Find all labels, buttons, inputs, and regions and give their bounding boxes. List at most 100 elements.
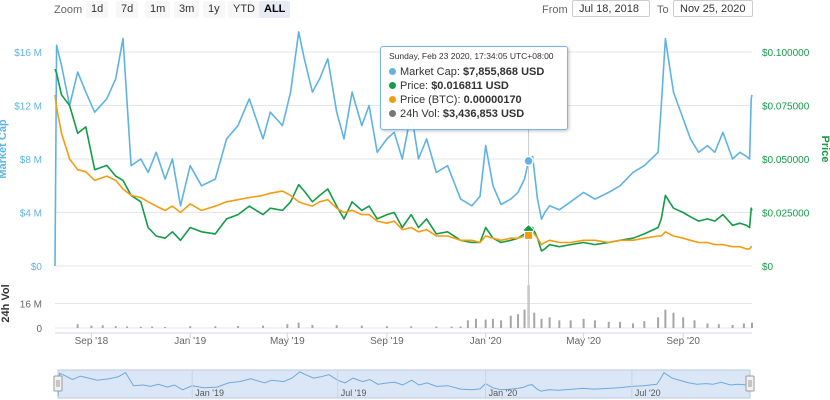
left-tick-label: $12 M: [14, 102, 42, 113]
market-cap-dot-icon: [389, 68, 396, 75]
volume-bar: [664, 309, 667, 328]
right-tick-label: $0: [762, 262, 774, 273]
volume-bar: [459, 326, 462, 328]
left-tick-label: $4 M: [20, 209, 42, 220]
zoom-ytd-button[interactable]: YTD: [228, 1, 260, 18]
volume-bar: [236, 326, 239, 328]
volume-bar: [693, 320, 696, 328]
volume-bar: [450, 326, 453, 328]
volume-bar: [558, 320, 561, 328]
volume-bar: [523, 309, 526, 328]
volume-bar: [582, 318, 585, 328]
navigator-tick-label: Jan '20: [489, 388, 518, 398]
volume-bar: [151, 326, 154, 328]
volume-bar: [672, 312, 675, 328]
navigator-tick-label: Jan '19: [195, 388, 224, 398]
zoom-7d-button[interactable]: 7d: [116, 1, 139, 18]
tooltip-row-volume: 24h Vol: $3,436,853 USD: [389, 107, 559, 121]
volume-tick-label: 16 M: [20, 300, 42, 311]
volume-bar: [484, 319, 487, 328]
volume-axis-title: 24h Vol: [0, 284, 12, 322]
zoom-3m-button[interactable]: 3m: [174, 1, 200, 18]
volume-bar: [410, 326, 413, 328]
zoom-1d-button[interactable]: 1d: [86, 1, 109, 18]
volume-bar: [517, 314, 520, 328]
right-tick-label: $0.075000: [762, 102, 810, 113]
volume-bar: [500, 320, 503, 328]
volume-bar: [311, 324, 314, 328]
volume-bar: [189, 326, 192, 328]
price-btc-dot-icon: [389, 96, 396, 103]
series-line-price: [54, 68, 753, 252]
hover-marker-market-cap: [523, 155, 534, 167]
volume-bar: [474, 318, 477, 328]
volume-bars: [76, 285, 753, 328]
zoom-all-button[interactable]: ALL: [259, 1, 291, 18]
x-tick-label: Jan '19: [174, 336, 206, 347]
volume-bar: [632, 323, 634, 328]
volume-bar: [657, 317, 660, 328]
zoom-1m-button[interactable]: 1m: [145, 1, 171, 18]
volume-bar: [533, 312, 536, 328]
left-tick-label: $0: [31, 262, 43, 273]
volume-bar: [643, 321, 646, 328]
volume-bar: [385, 326, 388, 328]
volume-bar: [76, 324, 79, 328]
price-dot-icon: [389, 82, 396, 89]
hover-marker-price-btc: [524, 230, 534, 240]
navigator-series-line: [57, 371, 751, 397]
volume-bar: [682, 317, 685, 328]
tooltip-label: 24h Vol:: [400, 108, 440, 120]
volume-bar: [214, 326, 217, 328]
x-tick-label: May '20: [566, 336, 601, 347]
right-axis-title: Price: [819, 136, 830, 163]
volume-bar: [286, 324, 289, 328]
volume-bar: [491, 318, 494, 328]
volume-bar: [139, 326, 142, 328]
volume-bar: [90, 325, 93, 328]
axes: $0 $4 M $8 M $12 M $16 M $0 $0.025000 $0.050000…: [0, 48, 830, 347]
right-tick-label: $0.050000: [762, 155, 810, 166]
right-tick-label: $0.100000: [762, 48, 810, 59]
volume-bar: [540, 318, 543, 328]
volume-bar: [262, 325, 265, 328]
volume-bar: [593, 320, 596, 328]
volume-bar: [101, 325, 104, 328]
volume-bar: [751, 322, 753, 328]
zoom-1y-button[interactable]: 1y: [203, 1, 225, 18]
volume-bar: [509, 315, 512, 328]
volume-bar: [706, 323, 709, 328]
series-line-market-cap: [54, 31, 753, 267]
volume-bar: [114, 326, 117, 328]
tooltip-value: $0.016811 USD: [431, 80, 509, 92]
tooltip-label: Market Cap:: [400, 66, 460, 78]
to-date-input[interactable]: Nov 25, 2020: [673, 0, 753, 17]
volume-bar: [569, 320, 572, 328]
from-date-input[interactable]: Jul 18, 2018: [572, 0, 650, 17]
volume-bar: [548, 317, 551, 328]
navigator-right-handle[interactable]: [745, 375, 755, 392]
right-tick-label: $0.025000: [762, 209, 810, 220]
tooltip-label: Price:: [400, 80, 429, 92]
series-line-price-btc: [54, 94, 753, 250]
tooltip-value: $3,436,853 USD: [442, 108, 525, 120]
volume-tick-label: 0: [36, 324, 42, 335]
hover-markers: [522, 52, 535, 328]
tooltip-row-price: Price: $0.016811 USD: [389, 79, 559, 93]
volume-bar: [335, 325, 338, 328]
volume-bar: [126, 326, 129, 328]
volume-bar: [742, 323, 745, 328]
x-tick-label: Sep '20: [666, 336, 700, 347]
zoom-label: Zoom: [54, 4, 83, 16]
range-selector: Zoom 1d 7d 1m 3m 1y YTD ALL From Jul 18,…: [0, 0, 830, 20]
navigator-tick-label: Jul '19: [341, 388, 367, 398]
volume-bar: [360, 325, 363, 328]
tooltip-label: Price (BTC):: [400, 94, 461, 106]
volume-bar: [717, 324, 720, 328]
tooltip-value: $7,855,868 USD: [462, 66, 545, 78]
x-tick-label: May '19: [270, 336, 305, 347]
volume-bar: [619, 321, 622, 328]
navigator-left-handle[interactable]: [53, 375, 63, 392]
volume-dot-icon: [389, 110, 396, 117]
